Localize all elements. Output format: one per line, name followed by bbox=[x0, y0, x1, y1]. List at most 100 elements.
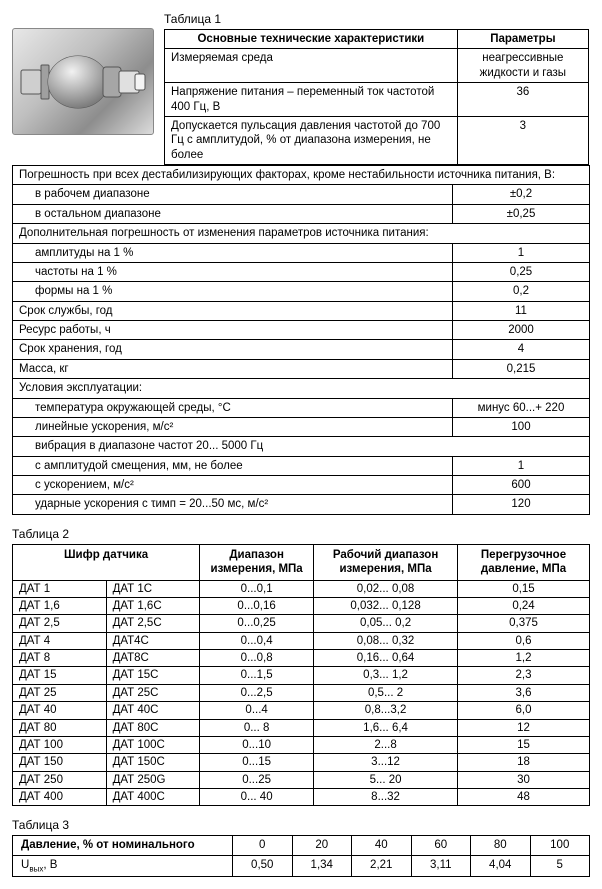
table2-cell: ДАТ 80С bbox=[106, 719, 200, 736]
table2-cell: 3...12 bbox=[314, 754, 458, 771]
table-row: Срок хранения, год4 bbox=[13, 340, 590, 359]
table3-cell: 2,21 bbox=[352, 855, 412, 876]
table2-cell: ДАТ 25 bbox=[13, 684, 107, 701]
table2-cell: 3,6 bbox=[458, 684, 590, 701]
table2-cell: 5... 20 bbox=[314, 771, 458, 788]
table2-cell: ДАТ 2,5С bbox=[106, 615, 200, 632]
sensor-illustration-icon bbox=[18, 37, 148, 127]
table2-cell: 2...8 bbox=[314, 736, 458, 753]
table1-header-col1: Основные технические характеристики bbox=[165, 30, 458, 49]
table-row: с ускорением, м/с²600 bbox=[13, 476, 590, 495]
table2-cell: ДАТ4С bbox=[106, 632, 200, 649]
table2-cell: 0... 40 bbox=[200, 789, 314, 806]
table2-cell: 0...2,5 bbox=[200, 684, 314, 701]
table1-value: 100 bbox=[453, 417, 590, 436]
table2-cell: ДАТ 400 bbox=[13, 789, 107, 806]
table1-value: 0,2 bbox=[453, 282, 590, 301]
table2-cell: 0...4 bbox=[200, 702, 314, 719]
table2-cell: 12 bbox=[458, 719, 590, 736]
table1-label: с ускорением, м/с² bbox=[13, 476, 453, 495]
table-row: Срок службы, год11 bbox=[13, 301, 590, 320]
table-row: Погрешность при всех дестабилизирующих ф… bbox=[13, 166, 590, 185]
table1-label: амплитуды на 1 % bbox=[13, 243, 453, 262]
table2-cell: ДАТ 100С bbox=[106, 736, 200, 753]
table2-cell: 0...0,16 bbox=[200, 597, 314, 614]
table-row: ударные ускорения с τимп = 20...50 мс, м… bbox=[13, 495, 590, 514]
table3-cell: 0,50 bbox=[233, 855, 293, 876]
table2-cell: ДАТ 2,5 bbox=[13, 615, 107, 632]
table1-title: Таблица 1 bbox=[164, 12, 590, 27]
table3-cell: 80 bbox=[471, 836, 531, 855]
table1-narrow-body: Измеряемая среданеагрессивные жидкости и… bbox=[165, 49, 589, 165]
table1-value: 1 bbox=[453, 243, 590, 262]
table2-cell: 0,375 bbox=[458, 615, 590, 632]
table2-cell: 1,2 bbox=[458, 650, 590, 667]
table1-header-col2: Параметры bbox=[457, 30, 588, 49]
table-row: Ресурс работы, ч2000 bbox=[13, 321, 590, 340]
table-row: с амплитудой смещения, мм, не более1 bbox=[13, 456, 590, 475]
table3: Давление, % от номинального020406080100U… bbox=[12, 835, 590, 877]
table-row: ДАТ 1ДАТ 1С0...0,10,02... 0,080,15 bbox=[13, 580, 590, 597]
table3-cell: 5 bbox=[530, 855, 590, 876]
table-row: температура окружающей среды, °Cминус 60… bbox=[13, 398, 590, 417]
table1-wide: Погрешность при всех дестабилизирующих ф… bbox=[12, 165, 590, 515]
table-row: Uвых, В0,501,342,213,114,045 bbox=[13, 855, 590, 876]
table3-cell: 4,04 bbox=[471, 855, 531, 876]
table-row: ДАТ 40ДАТ 40С0...40,8...3,26,0 bbox=[13, 702, 590, 719]
table2-cell: ДАТ 25С bbox=[106, 684, 200, 701]
table1-value: 0,215 bbox=[453, 359, 590, 378]
table-row: ДАТ 4ДАТ4С0...0,40,08... 0,320,6 bbox=[13, 632, 590, 649]
table1-value: 1 bbox=[453, 456, 590, 475]
table3-cell: 60 bbox=[411, 836, 471, 855]
table2-cell: 0,6 bbox=[458, 632, 590, 649]
table1-label: Ресурс работы, ч bbox=[13, 321, 453, 340]
table1-label: температура окружающей среды, °C bbox=[13, 398, 453, 417]
table1-header-row: Основные технические характеристики Пара… bbox=[165, 30, 589, 49]
table1-value: ±0,25 bbox=[453, 204, 590, 223]
table2-cell: ДАТ 1 bbox=[13, 580, 107, 597]
table-row: ДАТ 100ДАТ 100С0...102...815 bbox=[13, 736, 590, 753]
table-row: вибрация в диапазоне частот 20... 5000 Г… bbox=[13, 437, 590, 456]
table1-label: Срок службы, год bbox=[13, 301, 453, 320]
table1-value: минус 60...+ 220 bbox=[453, 398, 590, 417]
table3-title: Таблица 3 bbox=[12, 818, 590, 833]
table2-cell: 0,8...3,2 bbox=[314, 702, 458, 719]
table-row: формы на 1 %0,2 bbox=[13, 282, 590, 301]
table1-narrow-wrap: Основные технические характеристики Пара… bbox=[164, 29, 589, 165]
table-row: ДАТ 15ДАТ 15С0...1,50,3... 1,22,3 bbox=[13, 667, 590, 684]
table-row: ДАТ 8ДАТ8С0...0,80,16... 0,641,2 bbox=[13, 650, 590, 667]
table2-cell: ДАТ 1,6С bbox=[106, 597, 200, 614]
table2-cell: 8...32 bbox=[314, 789, 458, 806]
table1-label: формы на 1 % bbox=[13, 282, 453, 301]
table-row: Допускается пульсация давления частотой … bbox=[165, 116, 589, 164]
table2-cell: 0...25 bbox=[200, 771, 314, 788]
table1-value: 120 bbox=[453, 495, 590, 514]
table2-cell: 1,6... 6,4 bbox=[314, 719, 458, 736]
table-row: ДАТ 25ДАТ 25С0...2,50,5... 23,6 bbox=[13, 684, 590, 701]
table-row: в рабочем диапазоне±0,2 bbox=[13, 185, 590, 204]
table1-value: ±0,2 bbox=[453, 185, 590, 204]
table2-header-range: Диапазон измерения, МПа bbox=[200, 544, 314, 580]
table1-value: 11 bbox=[453, 301, 590, 320]
table2-cell: ДАТ 100 bbox=[13, 736, 107, 753]
table2-cell: 6,0 bbox=[458, 702, 590, 719]
table1-value: 3 bbox=[457, 116, 588, 164]
table2-cell: ДАТ 1С bbox=[106, 580, 200, 597]
table2-cell: 18 bbox=[458, 754, 590, 771]
table1-label: Допускается пульсация давления частотой … bbox=[165, 116, 458, 164]
table1-value: неагрессивные жидкости и газы bbox=[457, 49, 588, 83]
table2-cell: 0...0,25 bbox=[200, 615, 314, 632]
table2-cell: 0... 8 bbox=[200, 719, 314, 736]
table2-cell: 0...1,5 bbox=[200, 667, 314, 684]
table3-cell: 20 bbox=[292, 836, 352, 855]
table2-cell: 0...0,8 bbox=[200, 650, 314, 667]
table1-label: ударные ускорения с τимп = 20...50 мс, м… bbox=[13, 495, 453, 514]
table2-cell: ДАТ 8 bbox=[13, 650, 107, 667]
table2-cell: 0,08... 0,32 bbox=[314, 632, 458, 649]
table2-cell: 15 bbox=[458, 736, 590, 753]
table1-span-label: Погрешность при всех дестабилизирующих ф… bbox=[13, 166, 590, 185]
table1-label: Напряжение питания – переменный ток част… bbox=[165, 83, 458, 117]
table2-cell: ДАТ 250G bbox=[106, 771, 200, 788]
table2-cell: ДАТ 40С bbox=[106, 702, 200, 719]
table1-span-label: Условия эксплуатации: bbox=[13, 379, 590, 398]
